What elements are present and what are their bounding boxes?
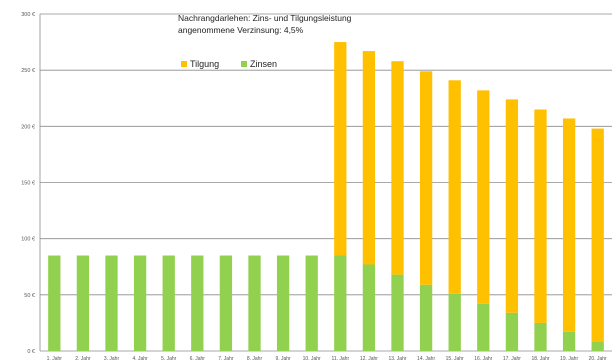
chart-title: Nachrangdarlehen: Zins- und Tilgungsleis…: [178, 13, 352, 35]
x-tick-label: 20. Jahr: [589, 356, 607, 362]
bar-zinsen: [505, 312, 519, 351]
bar-zinsen: [48, 255, 61, 351]
x-tick-label: 12. Jahr: [360, 356, 378, 362]
legend-label-tilgung: Tilgung: [190, 59, 219, 69]
x-tick-label: 8. Jahr: [247, 356, 263, 362]
y-tick-label: 100 €: [21, 237, 35, 243]
bar-zinsen: [133, 255, 147, 351]
y-tick-labels: 0 € 50 € 100 € 150 € 200 € 250 € 300 €: [21, 12, 35, 355]
x-tick-label: 17. Jahr: [503, 356, 521, 362]
bar-zinsen: [76, 255, 90, 351]
y-tick-label: 150 €: [21, 181, 35, 187]
x-tick-label: 3. Jahr: [104, 356, 120, 362]
bar-zinsen: [219, 255, 233, 351]
x-tick-label: 14. Jahr: [417, 356, 435, 362]
bar-zinsen: [334, 255, 347, 351]
bar-tilgung: [534, 109, 547, 323]
bar-zinsen: [276, 255, 290, 351]
x-tick-label: 2. Jahr: [75, 356, 91, 362]
bars: [48, 42, 604, 351]
x-tick-label: 5. Jahr: [161, 356, 177, 362]
y-tick-label: 0 €: [27, 349, 35, 355]
bar-zinsen: [448, 293, 461, 351]
x-tick-labels: 1. Jahr 2. Jahr 3. Jahr 4. Jahr 5. Jahr 6. Ja…: [47, 356, 607, 362]
bar-zinsen: [562, 331, 576, 351]
bar-zinsen: [191, 255, 204, 351]
legend-label-zinsen: Zinsen: [250, 59, 277, 69]
bar-zinsen: [362, 264, 376, 351]
bar-zinsen: [391, 274, 404, 351]
bar-tilgung: [591, 128, 604, 343]
bar-zinsen: [305, 255, 318, 351]
bar-tilgung: [419, 71, 433, 285]
y-tick-label: 300 €: [21, 12, 35, 18]
chart-title-line-2: angenommene Verzinsung: 4,5%: [178, 25, 304, 35]
x-tick-label: 13. Jahr: [388, 356, 406, 362]
bar-tilgung: [448, 80, 461, 294]
chart-title-line-1: Nachrangdarlehen: Zins- und Tilgungsleis…: [178, 13, 352, 23]
x-tick-label: 6. Jahr: [190, 356, 206, 362]
bar-tilgung: [477, 90, 490, 304]
x-tick-label: 4. Jahr: [132, 356, 148, 362]
bar-zinsen: [105, 255, 118, 351]
legend-swatch-zinsen: [241, 61, 247, 67]
bar-zinsen: [248, 255, 261, 351]
x-tick-label: 16. Jahr: [474, 356, 492, 362]
x-tick-label: 7. Jahr: [218, 356, 234, 362]
x-tick-label: 10. Jahr: [303, 356, 321, 362]
y-tick-label: 250 €: [21, 68, 35, 74]
x-tick-label: 1. Jahr: [47, 356, 63, 362]
bar-tilgung: [334, 42, 347, 256]
bar-zinsen: [419, 284, 433, 351]
bar-zinsen: [534, 322, 547, 351]
y-tick-label: 200 €: [21, 124, 35, 130]
x-tick-label: 19. Jahr: [560, 356, 578, 362]
legend-swatch-tilgung: [181, 61, 187, 67]
bar-tilgung: [562, 118, 576, 332]
y-tick-label: 50 €: [24, 293, 35, 299]
gridlines: [40, 13, 612, 352]
x-tick-label: 18. Jahr: [531, 356, 549, 362]
bar-zinsen: [162, 255, 175, 351]
x-tick-label: 15. Jahr: [446, 356, 464, 362]
x-tick-label: 9. Jahr: [275, 356, 291, 362]
x-tick-label: 11. Jahr: [331, 356, 349, 362]
bar-zinsen: [591, 342, 604, 351]
bar-zinsen: [477, 303, 490, 351]
legend: Tilgung Zinsen: [181, 59, 277, 69]
bar-tilgung: [505, 99, 519, 313]
bar-tilgung: [362, 51, 376, 265]
bar-tilgung: [391, 61, 404, 275]
